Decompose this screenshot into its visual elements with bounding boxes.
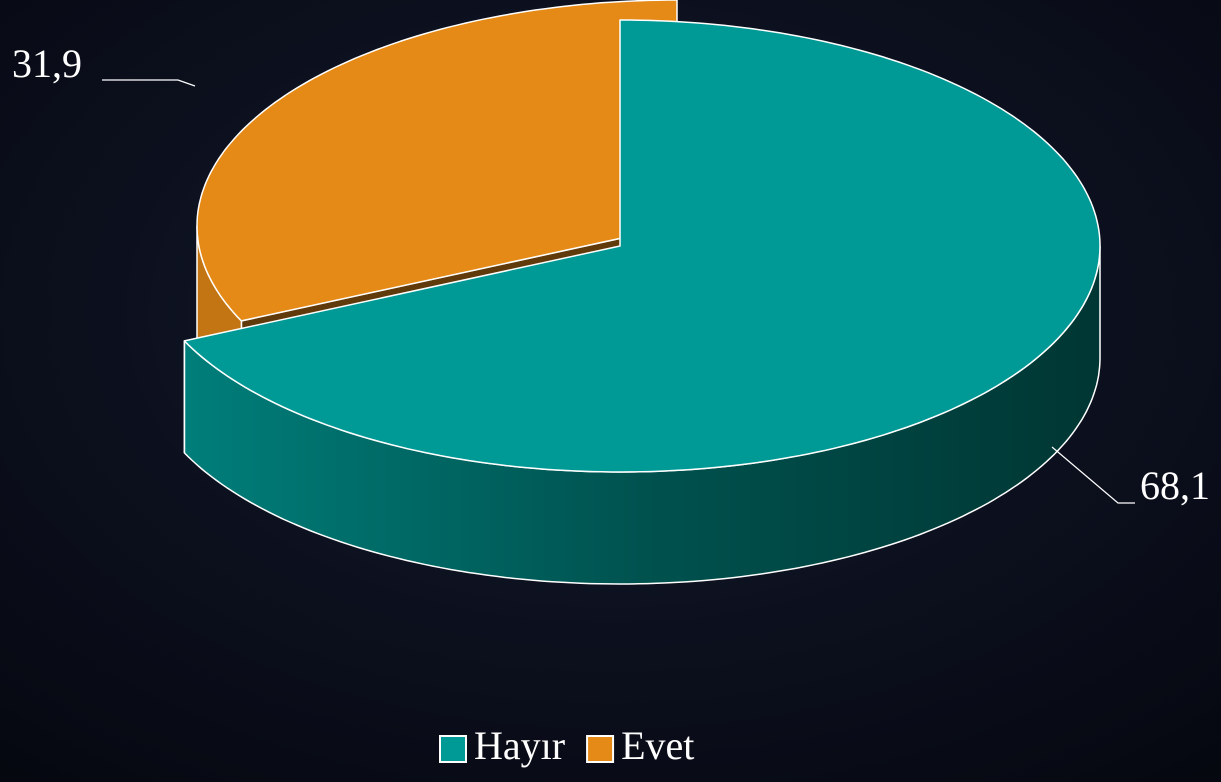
legend-swatch <box>586 735 615 763</box>
legend-label: Evet <box>621 723 694 768</box>
leader-line <box>1051 446 1135 504</box>
data-label: 31,9 <box>12 41 82 86</box>
leader-line <box>102 79 196 87</box>
slice <box>196 0 678 322</box>
legend-label: Hayır <box>474 723 565 768</box>
legend: Hayır Evet <box>439 723 694 768</box>
legend-swatch <box>439 735 467 763</box>
plot: 68,1 31,9 <box>12 0 1210 585</box>
data-label: 68,1 <box>1140 463 1210 508</box>
slice <box>183 19 1101 473</box>
